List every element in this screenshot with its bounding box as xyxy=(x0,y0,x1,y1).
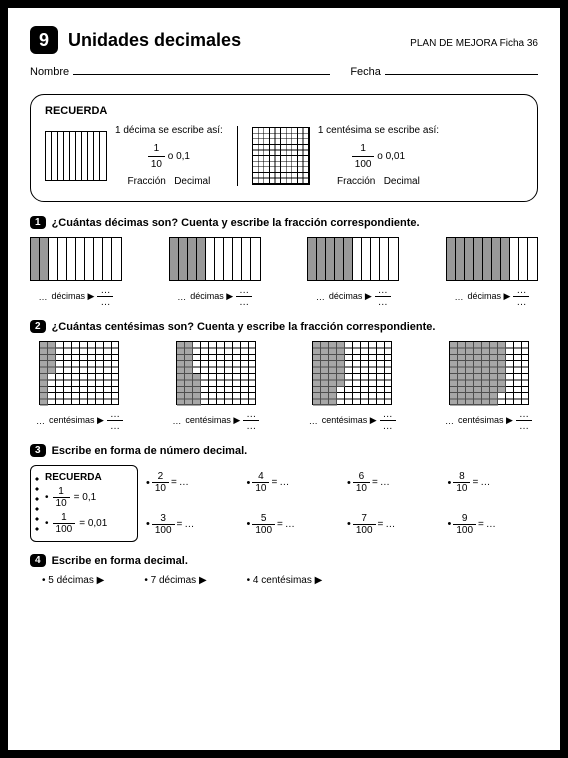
hundredths-diagram xyxy=(449,341,529,405)
divider xyxy=(237,126,238,186)
ex4-item[interactable]: • 7 décimas ▶ xyxy=(144,575,206,586)
ex2-answer-line[interactable]: … centésimas ▶ …… xyxy=(445,409,532,432)
exercise-2: 2 ¿Cuántas centésimas son? Cuenta y escri… xyxy=(30,320,538,432)
ex4-question: Escribe en forma decimal. xyxy=(52,555,188,567)
ex2-answer-line[interactable]: … centésimas ▶ …… xyxy=(36,409,123,432)
tenths-diagram xyxy=(446,237,538,281)
fecha-input-line[interactable] xyxy=(385,74,538,75)
ex1-item: … décimas ▶ …… xyxy=(307,237,399,308)
plan-label: PLAN DE MEJORA Ficha 36 xyxy=(410,38,538,49)
centesima-info: 1 centésima se escribe así: 1100 o 0,01 … xyxy=(318,123,439,189)
ex1-badge: 1 xyxy=(30,216,46,229)
ex3-frac-item[interactable]: • 3100 = … xyxy=(146,513,237,536)
decima-info: 1 décima se escribe así: 110 o 0,1 Fracc… xyxy=(115,123,223,189)
ex1-item: … décimas ▶ …… xyxy=(169,237,261,308)
exercise-1: 1 ¿Cuántas décimas son? Cuenta y escribe … xyxy=(30,216,538,308)
hundredths-grid-icon xyxy=(252,127,310,185)
ex1-answer-line[interactable]: … décimas ▶ …… xyxy=(177,285,252,308)
ex2-answer-line[interactable]: … centésimas ▶ …… xyxy=(309,409,396,432)
ex3-frac-item[interactable]: • 5100 = … xyxy=(247,513,338,536)
nombre-label: Nombre xyxy=(30,66,69,78)
ex2-answer-line[interactable]: … centésimas ▶ …… xyxy=(172,409,259,432)
ex1-item: … décimas ▶ …… xyxy=(30,237,122,308)
hundredths-diagram xyxy=(312,341,392,405)
ex3-frac-item[interactable]: • 810 = … xyxy=(448,471,539,494)
lesson-number-badge: 9 xyxy=(30,26,58,54)
ex2-item: … centésimas ▶ …… xyxy=(445,341,532,432)
ex3-frac-item[interactable]: • 7100 = … xyxy=(347,513,438,536)
ex4-badge: 4 xyxy=(30,554,46,567)
fecha-label: Fecha xyxy=(350,66,381,78)
nombre-input-line[interactable] xyxy=(73,74,330,75)
ex3-frac-item[interactable]: • 410 = … xyxy=(247,471,338,494)
ex3-frac-item[interactable]: • 210 = … xyxy=(146,471,237,494)
name-date-row: Nombre Fecha xyxy=(30,66,538,78)
recuerda-title: RECUERDA xyxy=(45,105,523,117)
ex1-item: … décimas ▶ …… xyxy=(446,237,538,308)
ex3-question: Escribe en forma de número decimal. xyxy=(52,445,248,457)
ex1-question: ¿Cuántas décimas son? Cuenta y escribe l… xyxy=(52,217,420,229)
tenths-strip-icon xyxy=(45,131,107,181)
exercise-4: 4 Escribe en forma decimal. • 5 décimas ▶… xyxy=(30,554,538,586)
ex1-answer-line[interactable]: … décimas ▶ …… xyxy=(455,285,530,308)
tenths-diagram xyxy=(307,237,399,281)
ex2-item: … centésimas ▶ …… xyxy=(172,341,259,432)
hundredths-diagram xyxy=(176,341,256,405)
ex2-item: … centésimas ▶ …… xyxy=(309,341,396,432)
ex3-frac-item[interactable]: • 610 = … xyxy=(347,471,438,494)
tenths-diagram xyxy=(169,237,261,281)
ex2-badge: 2 xyxy=(30,320,46,333)
recuerda-box: RECUERDA 1 décima se escribe así: 110 o … xyxy=(30,94,538,202)
ex1-answer-line[interactable]: … décimas ▶ …… xyxy=(39,285,114,308)
hundredths-diagram xyxy=(39,341,119,405)
ex2-question: ¿Cuántas centésimas son? Cuenta y escrib… xyxy=(52,321,436,333)
ex4-item[interactable]: • 5 décimas ▶ xyxy=(42,575,104,586)
ex4-item[interactable]: • 4 centésimas ▶ xyxy=(247,575,323,586)
exercise-3: 3 Escribe en forma de número decimal. REC… xyxy=(30,444,538,542)
header: 9 Unidades decimales PLAN DE MEJORA Fich… xyxy=(30,26,538,54)
ex3-badge: 3 xyxy=(30,444,46,457)
page-title: Unidades decimales xyxy=(68,30,410,51)
tenths-diagram xyxy=(30,237,122,281)
recuerda-notebook: RECUERDA • 110 = 0,1 • 1100 = 0,01 xyxy=(30,465,138,542)
ex3-frac-item[interactable]: • 9100 = … xyxy=(448,513,539,536)
ex2-item: … centésimas ▶ …… xyxy=(36,341,123,432)
ex1-answer-line[interactable]: … décimas ▶ …… xyxy=(316,285,391,308)
